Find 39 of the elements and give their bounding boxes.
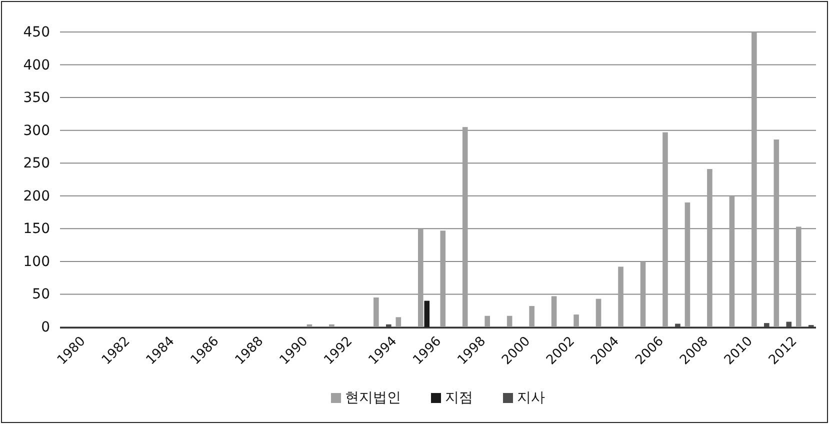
bar [752, 32, 757, 327]
bar [440, 230, 446, 327]
y-tick-label: 400 [23, 57, 50, 74]
bar [618, 266, 624, 327]
y-tick-label: 0 [41, 319, 50, 336]
bar [640, 261, 646, 327]
y-tick-label: 50 [32, 286, 50, 303]
y-tick-label: 350 [23, 90, 50, 106]
y-tick-label: 150 [23, 221, 50, 238]
bar [596, 298, 602, 327]
bar [418, 228, 424, 327]
y-tick-label: 100 [23, 254, 50, 270]
legend-label: 현지법인 [345, 390, 401, 406]
legend-label: 지사 [517, 390, 545, 406]
bar [662, 132, 668, 327]
y-tick-label: 250 [23, 156, 50, 172]
bar [506, 316, 512, 327]
bar [675, 324, 680, 327]
y-tick-label: 450 [23, 24, 50, 40]
bar [329, 324, 334, 327]
y-tick-label: 200 [23, 188, 50, 204]
y-tick-label: 300 [23, 122, 50, 139]
bar [484, 316, 490, 327]
bar [462, 127, 468, 327]
bar [386, 324, 392, 327]
bar [684, 202, 690, 327]
bar [574, 314, 579, 327]
bar [796, 226, 802, 327]
bar [774, 140, 780, 327]
bar [764, 323, 770, 327]
bar [707, 169, 712, 327]
bar [529, 306, 534, 327]
bar [786, 322, 792, 327]
bar [396, 317, 402, 327]
bar [551, 296, 557, 327]
bar [729, 196, 735, 327]
legend-label: 지점 [445, 390, 473, 406]
bar [374, 298, 379, 327]
bar [424, 300, 430, 327]
